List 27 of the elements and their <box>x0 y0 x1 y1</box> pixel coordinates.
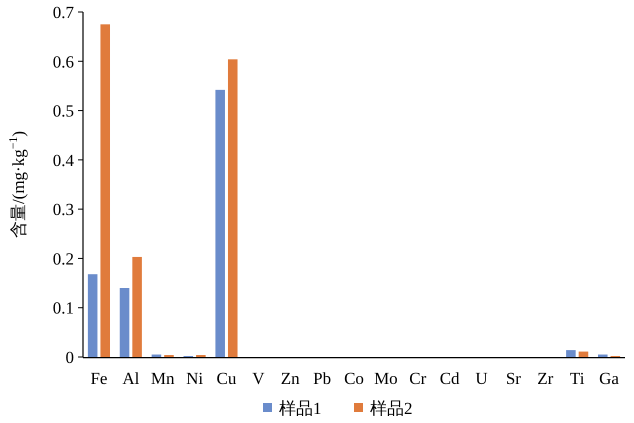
x-tick-label: Zr <box>537 369 554 388</box>
x-tick-label: Pb <box>313 369 332 388</box>
x-tick-label: Cr <box>409 369 427 388</box>
y-tick-label: 0.7 <box>52 3 74 22</box>
x-tick-label: U <box>475 369 488 388</box>
y-tick-label: 0.5 <box>52 102 74 121</box>
y-tick-label: 0.6 <box>52 52 74 72</box>
x-tick-label: Cu <box>216 369 237 388</box>
y-tick-label: 0.1 <box>52 298 74 318</box>
x-tick-label: Sr <box>506 369 522 388</box>
x-tick-label: Fe <box>90 369 108 388</box>
x-tick-label: Ni <box>186 369 204 388</box>
x-tick-label: Cd <box>440 369 460 388</box>
x-tick-label: Al <box>122 369 140 388</box>
y-tick-label: 0.3 <box>52 200 74 220</box>
y-tick-label: 0.4 <box>52 150 74 170</box>
x-tick-label: Co <box>344 369 364 388</box>
legend-label: 样品1 <box>279 399 322 418</box>
x-tick-label: Mo <box>374 369 398 388</box>
x-tick-label: Mn <box>150 369 176 388</box>
x-tick-label: Zn <box>280 369 300 388</box>
y-tick-label: 0 <box>66 348 74 367</box>
y-tick-label: 0.2 <box>52 249 74 268</box>
x-tick-label: Ti <box>570 369 585 388</box>
x-tick-label: Ga <box>599 369 620 388</box>
legend-label: 样品2 <box>370 399 412 418</box>
x-tick-label: V <box>252 369 266 388</box>
